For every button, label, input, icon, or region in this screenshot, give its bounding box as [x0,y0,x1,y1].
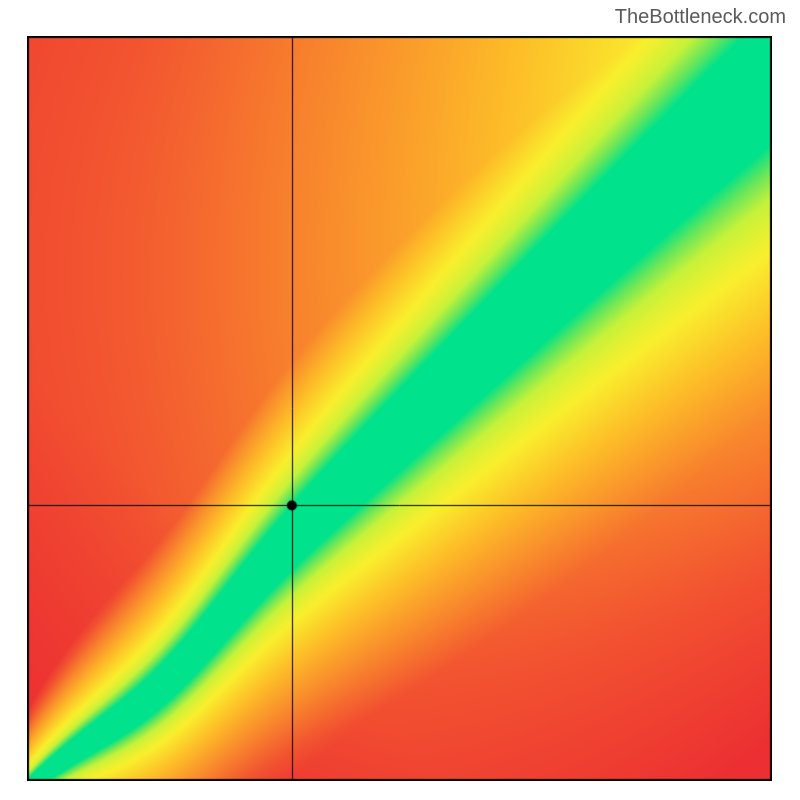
plot-area [27,36,772,781]
figure-container: TheBottleneck.com [0,0,800,800]
heatmap-canvas [27,36,772,781]
attribution-text: TheBottleneck.com [615,6,786,29]
